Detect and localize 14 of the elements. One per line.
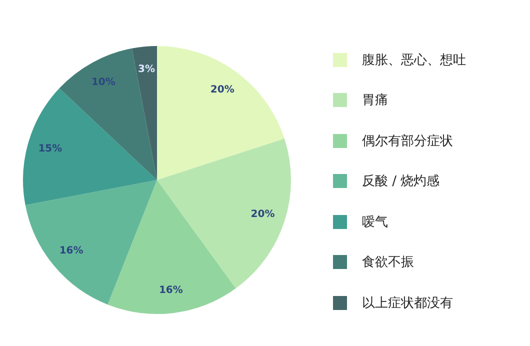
legend-label: 反酸 / 烧灼感 [362,173,440,190]
data-label: 16% [158,284,183,296]
legend-label: 以上症状都没有 [362,294,453,312]
data-label: 20% [250,208,275,220]
legend-label: 偶尔有部分症状 [362,132,453,150]
data-label: 20% [210,84,234,96]
data-label: 3% [138,64,156,75]
legend-label: 嗳气 [362,214,388,230]
data-label: 10% [91,77,116,88]
legend-label: 胃痛 [362,92,388,109]
data-label: 15% [38,144,62,155]
legend-label: 食欲不振 [362,254,414,271]
legend-label: 腹胀、恶心、想吐 [362,52,466,68]
data-label: 16% [59,245,84,256]
